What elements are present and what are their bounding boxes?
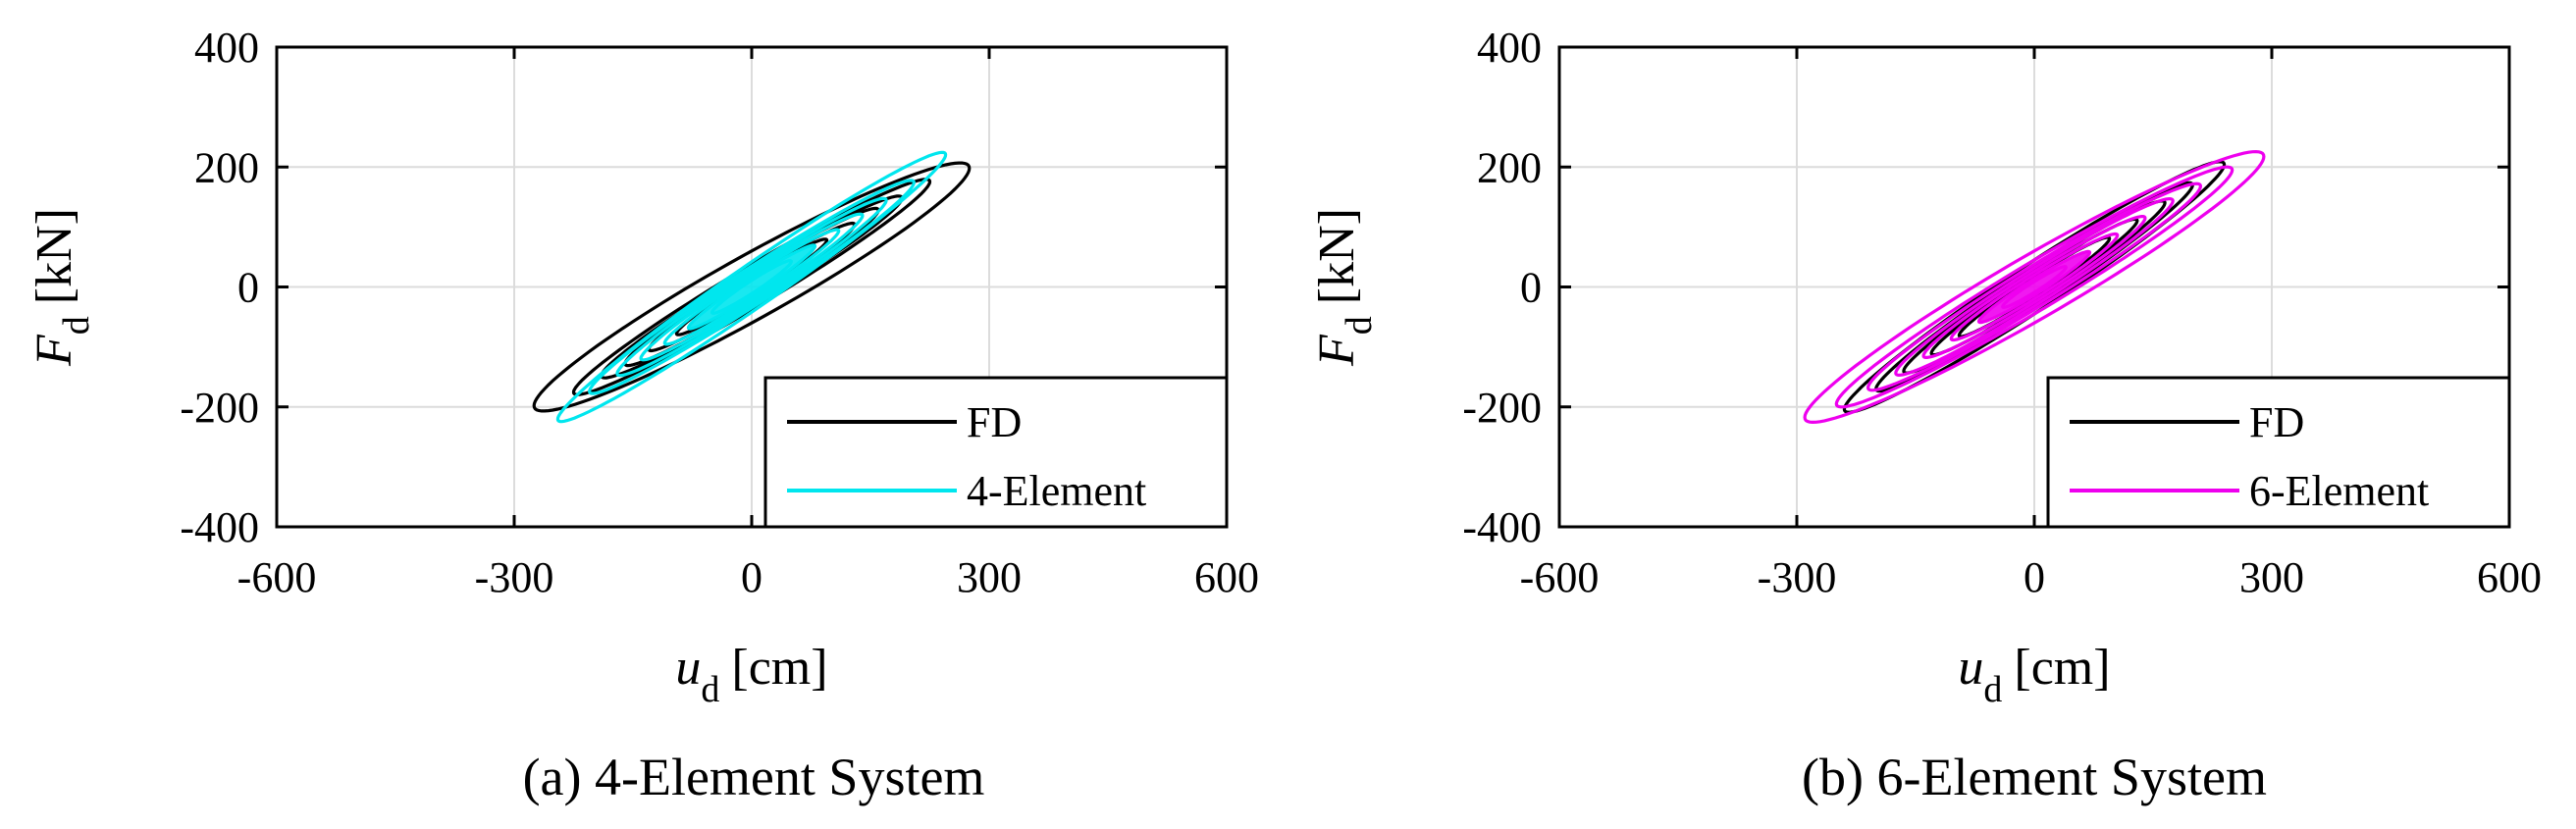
legend-label-4-element: 4-Element <box>967 467 1146 515</box>
x-axis-symbol: u <box>1958 640 1983 696</box>
legend-box <box>2046 376 2511 529</box>
x-axis-unit: [cm] <box>731 640 827 696</box>
y-tick-label: 200 <box>1477 143 1542 191</box>
legend-label-fd: FD <box>967 398 1022 446</box>
y-axis-unit: [kN] <box>1309 208 1365 304</box>
hysteresis-loop <box>662 228 841 346</box>
hysteresis-loop <box>1894 196 2175 378</box>
y-axis-unit: [kN] <box>26 208 82 304</box>
y-tick-label: 400 <box>194 24 259 72</box>
panel-caption: (a) 4-Element System <box>523 748 985 806</box>
panel-caption: (b) 6-Element System <box>1802 748 2267 806</box>
x-axis-subscript: d <box>1983 669 2002 710</box>
y-tick-label: 200 <box>194 143 259 191</box>
x-tick-label: 0 <box>2024 553 2045 601</box>
plot-area <box>1803 149 2266 425</box>
legend-label-fd: FD <box>2249 398 2304 446</box>
y-tick-label: 0 <box>1520 264 1542 312</box>
hysteresis-loop <box>615 196 888 378</box>
y-axis-label: Fd [kN] <box>1309 208 1380 367</box>
x-tick-label: -300 <box>475 553 554 601</box>
hysteresis-loop <box>1866 181 2203 392</box>
x-tick-label: 600 <box>1194 553 1259 601</box>
x-tick-label: 600 <box>2477 553 2542 601</box>
x-axis-subscript: d <box>701 669 719 710</box>
x-tick-label: 0 <box>741 553 762 601</box>
series-dense-core <box>688 244 815 330</box>
hysteresis-loop <box>1949 232 2120 342</box>
y-axis-subscript: d <box>56 316 97 335</box>
series-6-element <box>1803 149 2266 425</box>
x-axis-label: ud [cm] <box>1958 640 2110 710</box>
x-tick-label: -600 <box>1520 553 1600 601</box>
y-axis-subscript: d <box>1339 316 1380 335</box>
legend-box <box>763 376 1229 529</box>
x-tick-label: -600 <box>237 553 317 601</box>
x-axis-symbol: u <box>675 640 701 696</box>
y-tick-label: -400 <box>1462 503 1542 551</box>
plot-area <box>532 150 972 424</box>
legend: FD 4-Element <box>763 376 1229 529</box>
hysteresis-loop <box>1921 215 2147 359</box>
x-tick-label: -300 <box>1758 553 1837 601</box>
legend: FD 6-Element <box>2046 376 2511 529</box>
y-axis-label: Fd [kN] <box>26 208 97 367</box>
y-tick-label: 400 <box>1477 24 1542 72</box>
hysteresis-loop <box>1834 165 2234 409</box>
x-tick-label: 300 <box>957 553 1022 601</box>
y-tick-label: -200 <box>1462 384 1542 432</box>
y-axis-symbol: F <box>26 334 82 367</box>
x-tick-label: 300 <box>2239 553 2304 601</box>
y-tick-label: 0 <box>237 264 259 312</box>
hysteresis-loop <box>639 212 865 362</box>
x-axis-unit: [cm] <box>2014 640 2110 696</box>
series-dense-core <box>1978 251 2090 323</box>
hysteresis-loop <box>1803 149 2266 425</box>
x-axis-label: ud [cm] <box>675 640 827 710</box>
legend-label-6-element: 6-Element <box>2249 467 2429 515</box>
y-axis-symbol: F <box>1309 334 1365 367</box>
series-4-element <box>555 150 948 424</box>
y-tick-label: -400 <box>180 503 259 551</box>
hysteresis-loop <box>587 179 917 395</box>
hysteresis-loop <box>555 150 948 424</box>
y-tick-label: -200 <box>180 384 259 432</box>
